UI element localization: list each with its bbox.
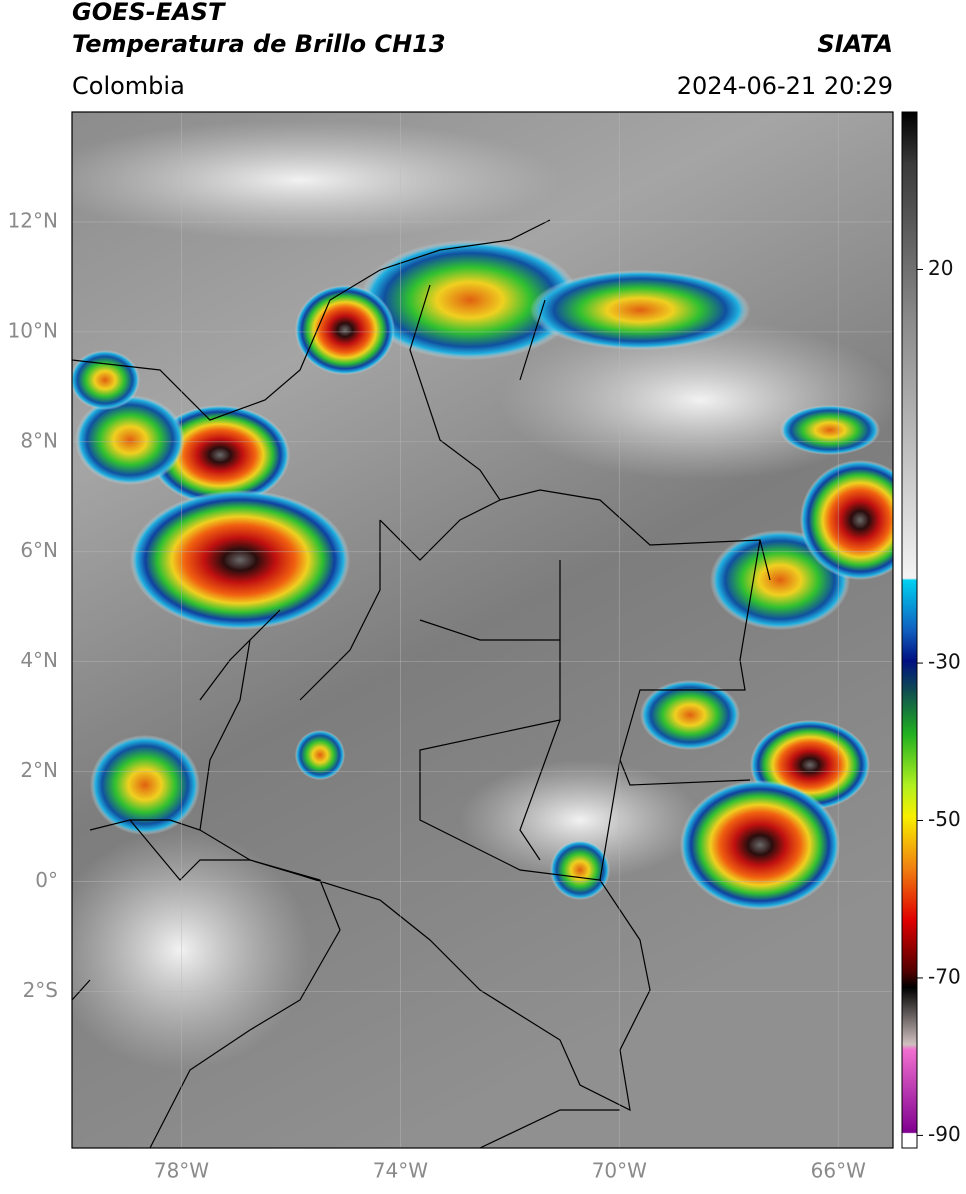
title-line1: GOES-EAST: [72, 0, 226, 26]
x-tick-label: 70°W: [592, 1159, 647, 1183]
map-frame: [71, 111, 894, 1149]
colorbar-tick-label: -30: [928, 650, 961, 674]
colorbar: [901, 111, 918, 1149]
datetime: 2024-06-21 20:29: [677, 72, 893, 100]
region: Colombia: [72, 72, 185, 100]
y-tick-label: 2°S: [23, 978, 58, 1002]
y-tick-label: 0°: [35, 868, 58, 892]
agency: SIATA: [817, 30, 893, 58]
x-tick-label: 78°W: [154, 1159, 209, 1183]
colorbar-tick-label: -50: [928, 807, 961, 831]
map-image: [72, 112, 893, 1148]
colorbar-tick-label: -90: [928, 1122, 961, 1146]
grid: [72, 112, 893, 1148]
y-tick-label: 4°N: [20, 648, 58, 672]
y-tick-label: 2°N: [20, 758, 58, 782]
y-tick-label: 6°N: [20, 538, 58, 562]
colorbar-tick-label: -70: [928, 964, 961, 988]
y-tick-label: 12°N: [8, 208, 58, 232]
x-tick-label: 74°W: [373, 1159, 428, 1183]
colorbar-tick-label: 20: [928, 256, 953, 280]
title-line2: Temperatura de Brillo CH13: [72, 30, 446, 58]
x-tick-label: 66°W: [811, 1159, 866, 1183]
y-tick-label: 10°N: [8, 318, 58, 342]
y-tick-label: 8°N: [20, 428, 58, 452]
